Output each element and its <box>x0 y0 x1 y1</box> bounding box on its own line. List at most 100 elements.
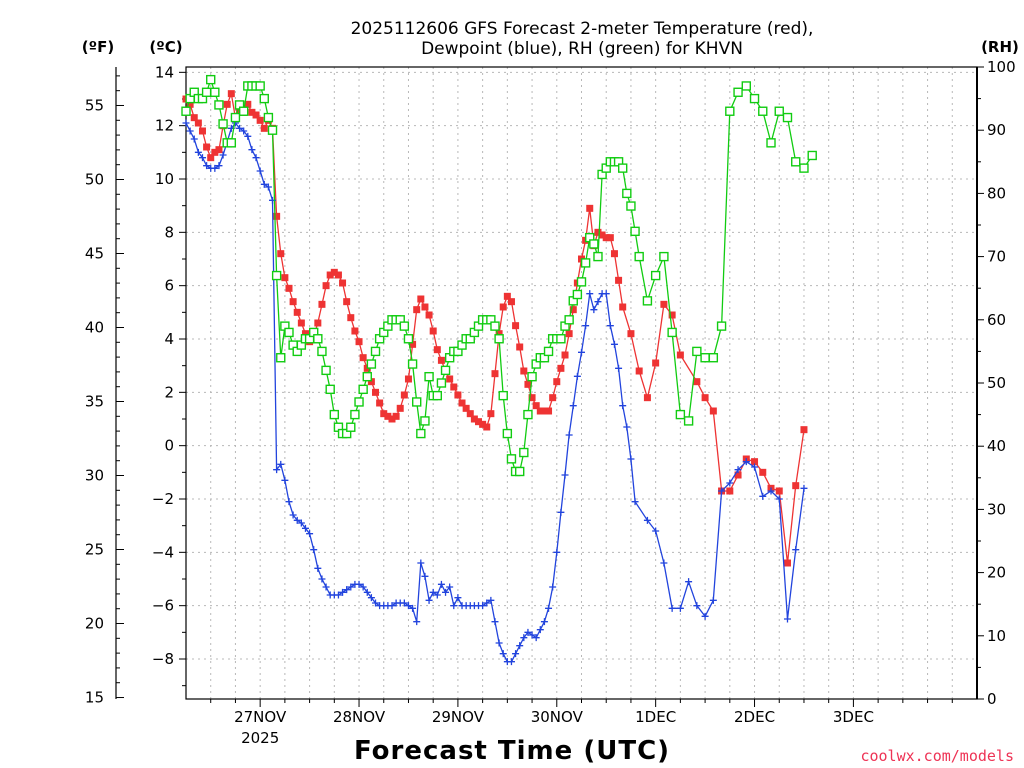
rh-point <box>741 81 751 91</box>
rh-point <box>440 365 451 376</box>
rh-point <box>519 447 529 458</box>
temperature-point <box>339 279 347 287</box>
rh-tick-label: 90 <box>987 121 1006 139</box>
rh-point <box>358 384 368 395</box>
fahrenheit-tick-label: 50 <box>85 170 104 188</box>
source-credit[interactable]: coolwx.com/models <box>860 747 1014 765</box>
temperature-point <box>709 407 717 415</box>
temperature-point <box>528 394 536 402</box>
dewpoint-point <box>322 583 330 591</box>
dewpoint-point <box>190 135 198 143</box>
celsius-tick-label: 14 <box>155 63 174 81</box>
temperature-point <box>495 330 503 338</box>
dewpoint-point <box>248 146 256 154</box>
temperature-point <box>425 311 433 319</box>
rh-point <box>201 87 212 97</box>
dewpoint-point <box>540 618 548 626</box>
temperature-point <box>458 399 466 407</box>
fahrenheit-axis-label: (ºF) <box>82 38 114 56</box>
rh-point <box>259 93 269 104</box>
rh-point <box>181 106 191 116</box>
temperature-point <box>322 282 330 290</box>
rh-point <box>580 258 591 268</box>
rh-point <box>675 409 686 420</box>
dewpoint-point <box>409 604 417 612</box>
fahrenheit-tick-label: 55 <box>85 96 104 114</box>
temperature-point <box>186 100 194 108</box>
rh-point <box>630 226 640 237</box>
temperature-point <box>330 268 338 276</box>
temperature-point <box>602 234 610 242</box>
fahrenheit-tick-label: 45 <box>85 244 104 262</box>
dewpoint-point <box>425 596 433 604</box>
temperature-point <box>392 412 400 420</box>
rh-point <box>494 334 504 344</box>
temperature-point <box>421 303 429 311</box>
dewpoint-point <box>668 604 676 612</box>
dewpoint-point <box>615 364 623 372</box>
temperature-point <box>565 330 573 338</box>
temperature-point <box>256 116 264 124</box>
dewpoint-point <box>236 124 244 132</box>
rh-point <box>276 353 286 363</box>
dewpoint-point <box>792 546 800 554</box>
temperature-point <box>693 378 701 386</box>
dewpoint-point <box>759 492 767 500</box>
temperature-point <box>606 234 614 242</box>
rh-point <box>218 119 228 129</box>
temperature-point <box>343 298 351 306</box>
dewpoint-point <box>343 586 351 594</box>
celsius-tick-label: 6 <box>164 277 174 295</box>
temperature-point <box>203 143 211 151</box>
celsius-tick-label: 4 <box>164 330 174 348</box>
rh-point <box>527 371 537 382</box>
rh-point <box>238 106 249 116</box>
rh-point <box>362 371 372 382</box>
temperature-point <box>610 250 618 258</box>
rh-tick-label: 50 <box>987 374 1006 392</box>
dewpoint-point <box>355 580 363 588</box>
dewpoint-point <box>631 498 639 506</box>
temperature-point <box>487 410 495 418</box>
celsius-tick-label: −4 <box>152 543 174 561</box>
dewpoint-point <box>512 650 520 658</box>
rh-point <box>313 334 323 344</box>
rh-point <box>346 422 356 432</box>
rh-point <box>502 428 513 439</box>
temperature-point <box>297 319 305 327</box>
rh-tick-label: 10 <box>987 627 1006 645</box>
temperature-point <box>301 330 309 338</box>
dewpoint-point <box>182 119 190 127</box>
dewpoint-point <box>211 164 219 172</box>
dewpoint-point <box>450 602 458 610</box>
dewpoint-point <box>685 578 693 586</box>
rh-point <box>350 409 360 420</box>
temperature-point <box>540 407 548 415</box>
rh-tick-label: 40 <box>987 437 1006 455</box>
dewpoint-point <box>516 642 524 650</box>
temperature-point <box>734 471 742 479</box>
rh-point <box>589 239 599 249</box>
rh-point <box>733 87 743 97</box>
temperature-point <box>194 119 202 127</box>
dewpoint-point <box>388 602 396 610</box>
dewpoint-point <box>565 431 573 439</box>
rh-point <box>366 359 377 369</box>
dewpoint-point <box>359 583 367 591</box>
dewpoint-point <box>800 484 808 492</box>
temperature-point <box>446 375 454 383</box>
dewpoint-point <box>277 460 285 468</box>
dewpoint-point <box>367 594 375 602</box>
rh-point <box>354 397 364 407</box>
dewpoint-point <box>726 479 734 487</box>
temperature-point <box>466 410 474 418</box>
dewpoint-point <box>561 471 569 479</box>
dewpoint-point <box>203 162 211 170</box>
rh-point <box>515 466 525 477</box>
temperature-point <box>643 394 651 402</box>
temperature-point <box>586 204 594 212</box>
temperature-point <box>503 292 511 300</box>
dewpoint-point <box>775 495 783 503</box>
dewpoint-point <box>627 455 635 463</box>
